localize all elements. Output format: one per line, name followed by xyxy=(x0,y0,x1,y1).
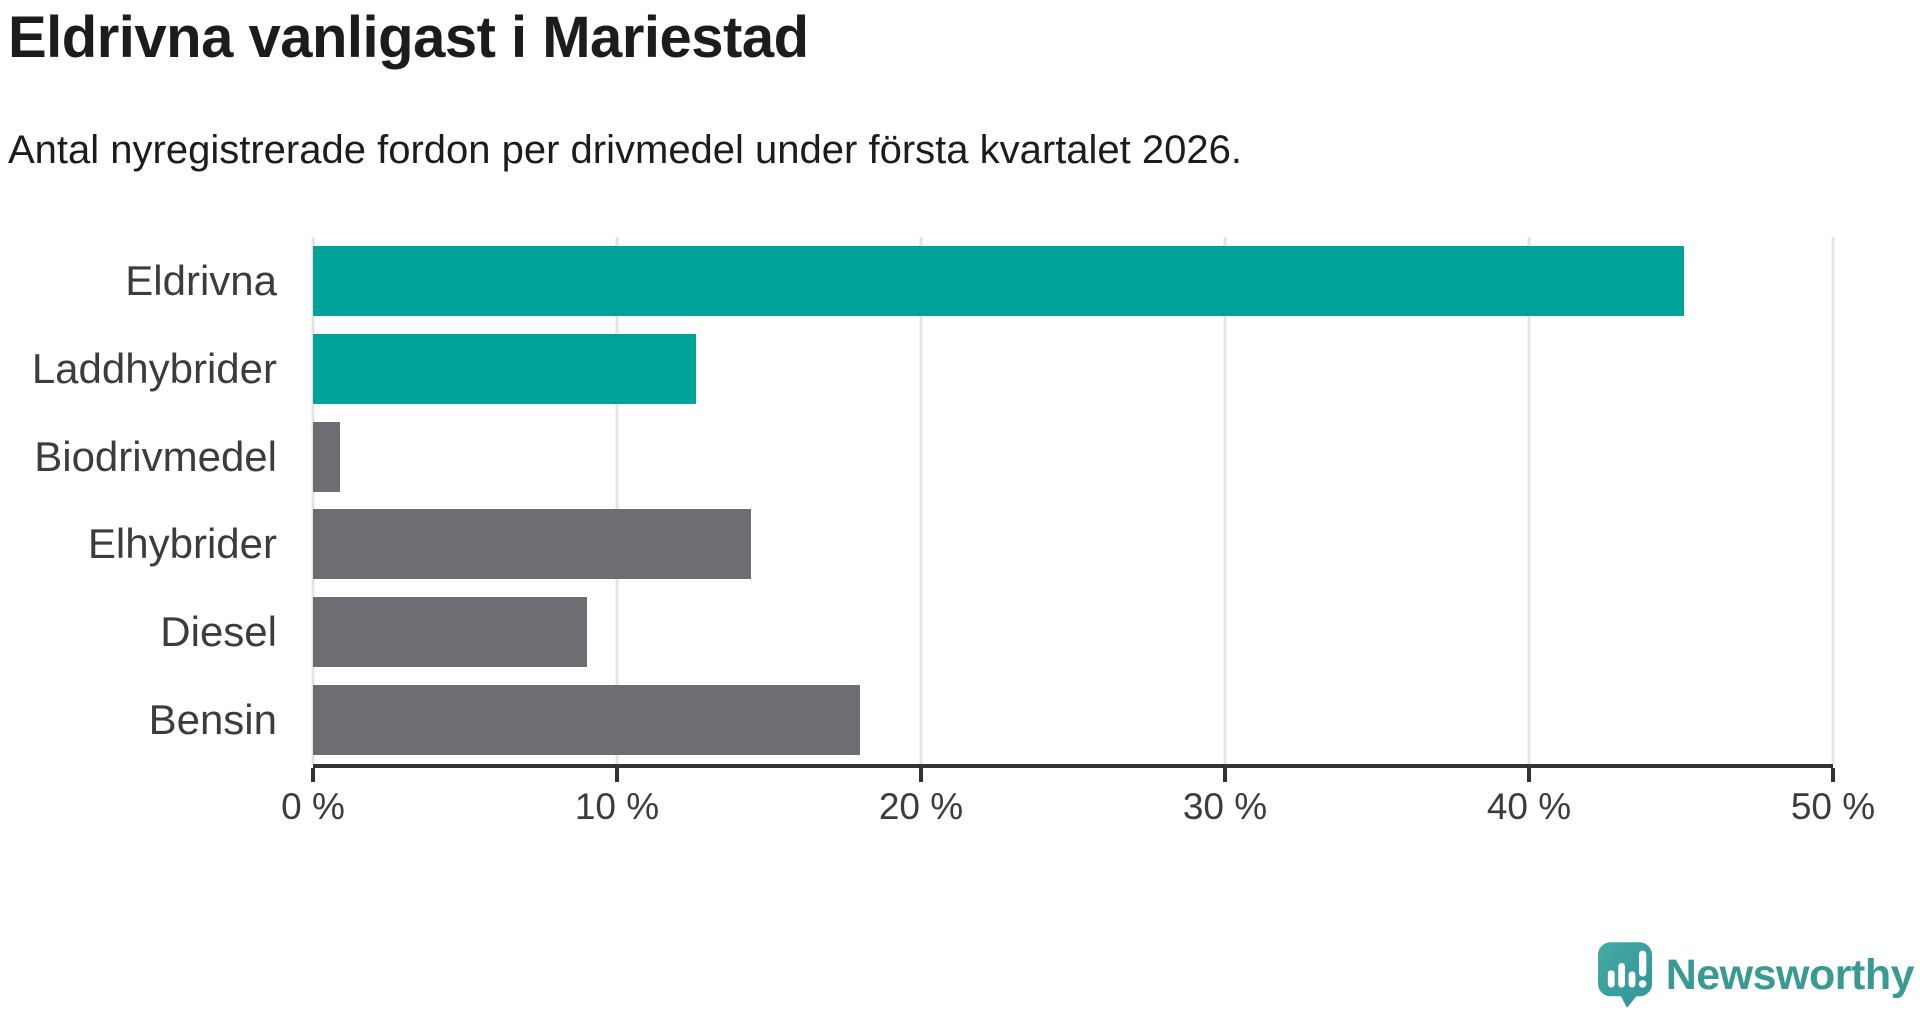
axis-tick-label: 10 % xyxy=(574,786,660,827)
axis-tick xyxy=(1527,768,1531,782)
axis-tick-label: 20 % xyxy=(878,786,964,827)
axis-tick-label: 0 % xyxy=(281,786,345,827)
bar xyxy=(313,245,1685,316)
bar xyxy=(313,509,751,580)
chart-title: Eldrivna vanligast i Mariestad xyxy=(8,5,809,70)
axis-tick xyxy=(1223,768,1227,782)
bar-row: Elhybrider xyxy=(88,501,1833,589)
bar-rows: Eldrivna Laddhybrider Biodrivmedel Elhybrid… xyxy=(32,237,1833,764)
category-label: Laddhybrider xyxy=(31,344,277,392)
gridline xyxy=(1831,237,1835,764)
category-label: Bensin xyxy=(148,696,277,744)
plot-area: Eldrivna Laddhybrider Biodrivmedel Elhybrid… xyxy=(32,237,1835,764)
axis-tick xyxy=(615,768,619,782)
bar xyxy=(313,685,861,756)
axis-tick-label: 30 % xyxy=(1182,786,1268,827)
category-label: Diesel xyxy=(160,608,277,656)
category-label: Biodrivmedel xyxy=(34,432,277,480)
x-axis-line xyxy=(313,764,1833,768)
gridline xyxy=(919,237,923,764)
bar xyxy=(313,333,697,404)
bar-row: Biodrivmedel xyxy=(34,413,1833,501)
bar-row: Eldrivna xyxy=(125,237,1833,325)
gridline xyxy=(615,237,619,764)
gridline xyxy=(1527,237,1531,764)
gridline xyxy=(311,237,315,764)
gridline xyxy=(1223,237,1227,764)
category-label: Eldrivna xyxy=(125,256,277,304)
bar-row: Laddhybrider xyxy=(32,325,1833,413)
newsworthy-logo: Newsworthy xyxy=(1597,942,1915,1008)
bar-row: Diesel xyxy=(160,588,1833,676)
category-label: Elhybrider xyxy=(87,520,277,568)
newsworthy-wordmark: Newsworthy xyxy=(1665,950,1915,999)
bar xyxy=(313,597,587,668)
chart-subtitle: Antal nyregistrerade fordon per drivmede… xyxy=(8,128,1243,172)
axis-tick-label: 50 % xyxy=(1790,786,1876,827)
axis-tick-label: 40 % xyxy=(1486,786,1572,827)
axis-tick xyxy=(311,768,315,782)
bar-row: Bensin xyxy=(149,676,1833,764)
newsworthy-speech-bubble-chart-icon xyxy=(1597,942,1652,1008)
bar xyxy=(313,421,341,492)
axis-tick xyxy=(919,768,923,782)
axis-tick xyxy=(1831,768,1835,782)
